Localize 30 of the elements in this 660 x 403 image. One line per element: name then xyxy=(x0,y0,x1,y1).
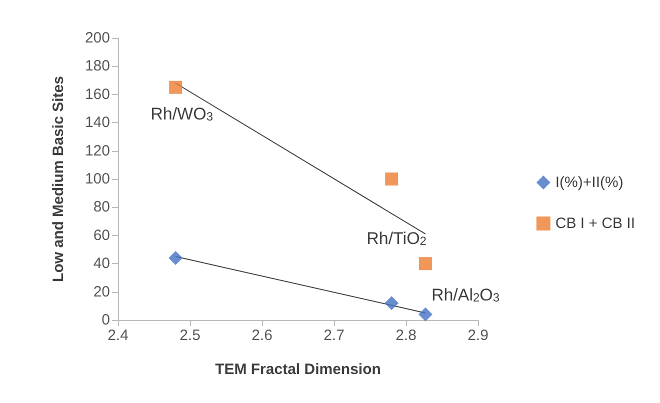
y-tick-label: 100 xyxy=(84,170,110,188)
y-tick-label: 140 xyxy=(84,114,110,132)
annotation: Rh/WO3 xyxy=(150,104,214,124)
y-tick-label: 80 xyxy=(93,198,110,216)
y-tick-label: 180 xyxy=(84,58,110,75)
x-tick-label: 2.6 xyxy=(252,327,272,344)
y-tick-label: 40 xyxy=(93,255,110,272)
point xyxy=(418,257,432,270)
y-tick-label: 120 xyxy=(84,142,110,160)
y-axis-title: Low and Medium Basic Sites xyxy=(50,76,67,282)
annotation: Rh/TiO2 xyxy=(366,229,427,248)
point xyxy=(169,80,182,94)
x-axis-title: TEM Fractal Dimension xyxy=(215,361,381,378)
x-tick-label: 2.8 xyxy=(396,327,416,344)
legend-label: I(%)+II(%) xyxy=(555,174,624,191)
y-tick-label: 160 xyxy=(84,86,110,103)
x-tick-label: 2.5 xyxy=(180,327,200,344)
y-tick-label: 0 xyxy=(102,312,110,328)
y-tick-label: 200 xyxy=(84,30,110,46)
y-tick-label: 20 xyxy=(93,283,110,300)
point xyxy=(384,296,399,310)
y-tick-label: 60 xyxy=(93,226,110,244)
annotation: Rh/Al2O3 xyxy=(431,285,500,304)
point xyxy=(385,172,398,186)
point xyxy=(168,250,183,265)
legend-label: CB I + CB II xyxy=(555,215,636,232)
x-tick-label: 2.9 xyxy=(468,327,488,344)
x-tick-label: 2.7 xyxy=(324,327,344,344)
point xyxy=(418,307,432,322)
x-tick-label: 2.4 xyxy=(108,327,128,344)
